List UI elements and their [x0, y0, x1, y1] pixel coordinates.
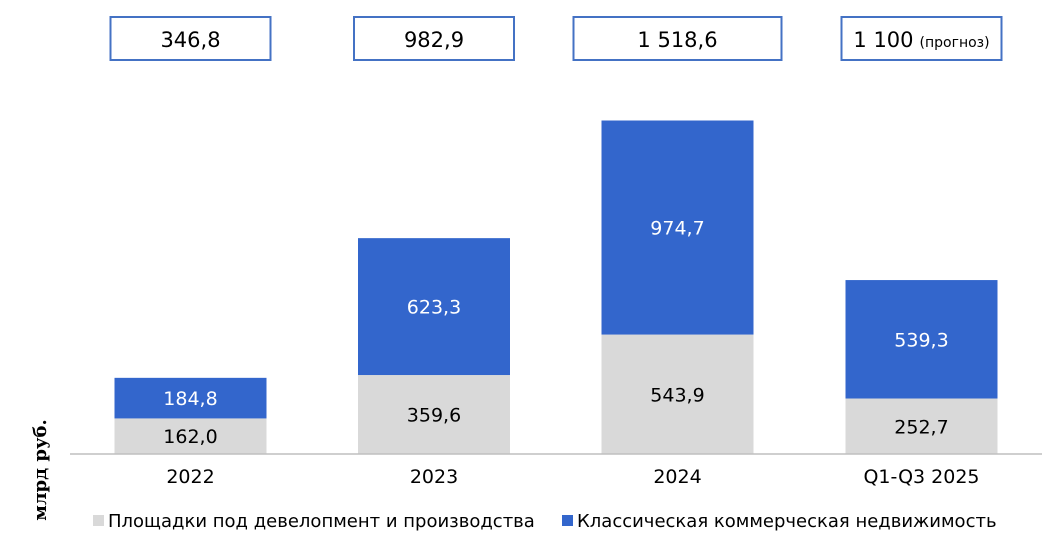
total-value-label: 346,8 — [160, 28, 220, 52]
x-tick-label: 2022 — [166, 466, 214, 488]
total-note-label: (прогноз) — [920, 35, 990, 51]
legend: Площадки под девелопмент и производства К… — [93, 511, 997, 532]
data-label-commercial-4: 539,3 — [894, 329, 948, 351]
data-label-sites-1: 162,0 — [163, 426, 217, 448]
legend-swatch — [93, 515, 104, 526]
total-box-3: 1 518,6 — [572, 16, 783, 61]
total-value-label: 1 518,6 — [637, 28, 717, 52]
total-box-2: 982,9 — [353, 16, 515, 61]
data-label-commercial-2: 623,3 — [407, 297, 461, 319]
data-label-commercial-1: 184,8 — [163, 388, 217, 410]
data-label-commercial-3: 974,7 — [650, 218, 704, 240]
y-axis-label: млрд руб. — [30, 419, 51, 521]
x-tick-label: 2024 — [653, 466, 701, 488]
legend-swatch — [562, 515, 573, 526]
total-box-frame — [572, 16, 783, 61]
legend-item-sites: Площадки под девелопмент и производства — [93, 511, 535, 532]
bar-segment-sites-4 — [845, 398, 998, 454]
total-box-4: 1 100 (прогноз) — [840, 16, 1003, 61]
bar-segment-commercial-3 — [601, 120, 754, 335]
data-label-sites-4: 252,7 — [894, 416, 948, 438]
bar-segment-commercial-2 — [358, 238, 510, 376]
x-axis-ticks: 2022 2023 2024 Q1-Q3 2025 — [166, 466, 979, 488]
plot-area: 162,0 184,8 359,6 623,3 543,9 974,7 252,7 539,3 — [114, 120, 998, 454]
bar-segment-sites-1 — [114, 418, 267, 454]
total-box-frame — [109, 16, 272, 61]
total-box-frame — [353, 16, 515, 61]
total-value-label: 982,9 — [404, 28, 464, 52]
bar-segment-sites-3 — [601, 334, 754, 454]
data-label-sites-2: 359,6 — [407, 405, 461, 427]
bar-segment-sites-2 — [358, 375, 510, 454]
legend-label: Классическая коммерческая недвижимость — [577, 511, 997, 532]
legend-label: Площадки под девелопмент и производства — [108, 511, 535, 532]
total-value-label: 1 100 (прогноз) — [853, 28, 989, 52]
bar-segment-commercial-1 — [114, 377, 267, 419]
bar-segment-commercial-4 — [845, 280, 998, 399]
totals-row: 346,8 982,9 1 518,6 1 100 (прогноз) — [109, 16, 1003, 61]
data-label-sites-3: 543,9 — [650, 384, 704, 406]
legend-item-commercial: Классическая коммерческая недвижимость — [562, 511, 997, 532]
x-tick-label: Q1-Q3 2025 — [863, 466, 979, 488]
total-box-frame — [840, 16, 1003, 61]
total-box-1: 346,8 — [109, 16, 272, 61]
x-tick-label: 2023 — [410, 466, 458, 488]
